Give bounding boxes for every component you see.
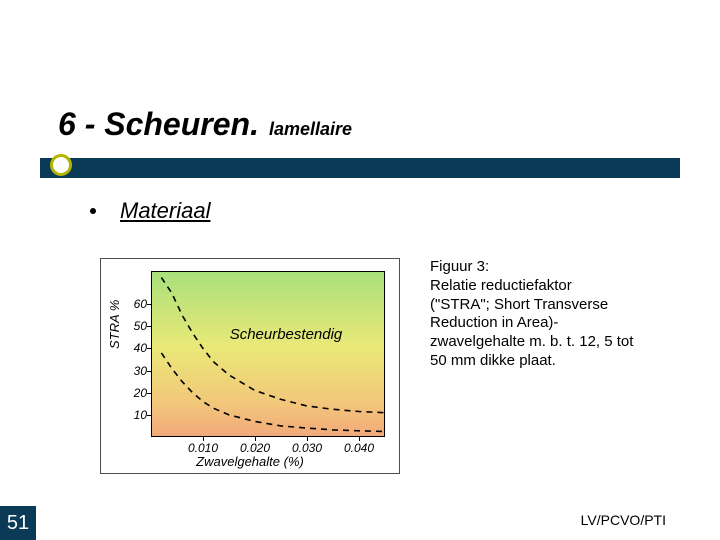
bullet-dot-icon — [90, 208, 96, 214]
chart-xtick-label: 0.020 — [240, 441, 270, 455]
chart-xtick-mark — [203, 437, 204, 441]
chart-ytick-label: 20 — [119, 386, 147, 400]
bullet-item: Materiaal — [90, 198, 210, 224]
chart-ytick-label: 50 — [119, 319, 147, 333]
caption-line: ("STRA"; Short Transverse — [430, 296, 660, 315]
caption-line: Reduction in Area)- — [430, 314, 660, 333]
chart-ytick-label: 60 — [119, 297, 147, 311]
chart-xtick-label: 0.010 — [188, 441, 218, 455]
footer-text: LV/PCVO/PTI — [581, 512, 666, 528]
chart-ytick-mark — [147, 371, 151, 372]
chart-ytick-label: 30 — [119, 364, 147, 378]
chart-svg — [151, 271, 385, 437]
chart-xtick-mark — [307, 437, 308, 441]
slide-title: 6 - Scheuren. lamellaire — [58, 106, 352, 143]
chart-ytick-mark — [147, 304, 151, 305]
accent-dot-icon — [50, 154, 72, 176]
slide-number: 51 — [0, 506, 36, 540]
chart-xtick-label: 0.030 — [292, 441, 322, 455]
caption-line: 50 mm dikke plaat. — [430, 352, 660, 371]
chart-ytick-mark — [147, 415, 151, 416]
chart: STRA % Zwavelgehalte (%) Scheurbestendig… — [100, 258, 400, 474]
accent-bar — [40, 158, 680, 184]
caption-line: zwavelgehalte m. b. t. 12, 5 tot — [430, 333, 660, 352]
chart-xtick-mark — [359, 437, 360, 441]
slide: 6 - Scheuren. lamellaire Materiaal STRA … — [0, 0, 720, 540]
chart-ytick-label: 40 — [119, 341, 147, 355]
chart-series-lower — [161, 353, 385, 432]
chart-ytick-mark — [147, 348, 151, 349]
chart-ytick-label: 10 — [119, 408, 147, 422]
title-sub: lamellaire — [269, 119, 352, 140]
chart-ytick-mark — [147, 326, 151, 327]
chart-xtick-mark — [255, 437, 256, 441]
figure-caption: Figuur 3:Relatie reductiefaktor("STRA"; … — [430, 258, 660, 371]
caption-line: Relatie reductiefaktor — [430, 277, 660, 296]
bullet-label: Materiaal — [120, 198, 210, 224]
chart-series-upper — [161, 278, 385, 413]
caption-line: Figuur 3: — [430, 258, 660, 277]
chart-xtick-label: 0.040 — [344, 441, 374, 455]
chart-xlabel: Zwavelgehalte (%) — [101, 454, 399, 469]
title-main: 6 - Scheuren. — [58, 106, 259, 143]
chart-annotation: Scheurbestendig — [230, 326, 343, 343]
chart-ytick-mark — [147, 393, 151, 394]
